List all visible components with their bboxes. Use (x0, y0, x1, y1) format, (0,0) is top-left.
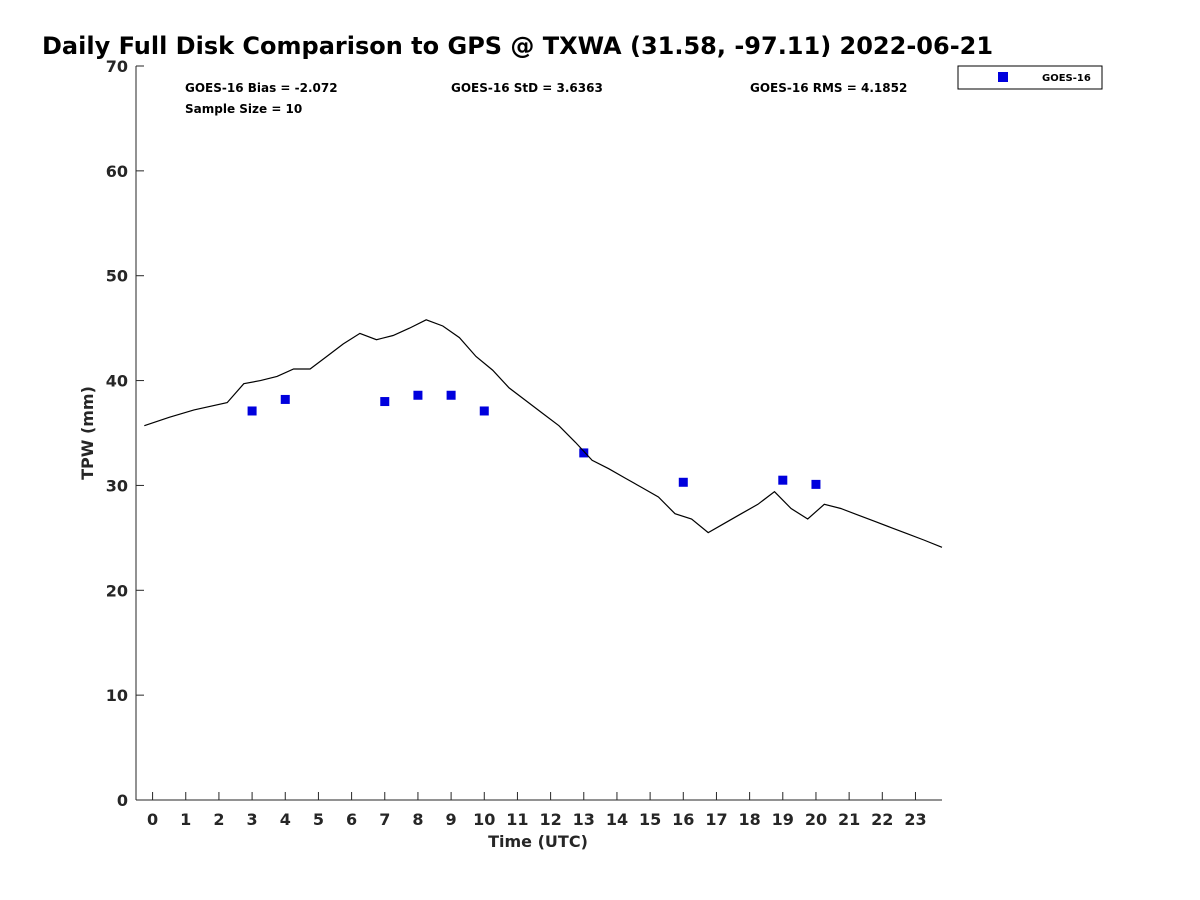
goes16-point (811, 479, 821, 489)
sample-size-stat: Sample Size = 10 (185, 102, 302, 116)
legend-box (957, 65, 1103, 90)
bias-stat: GOES-16 Bias = -2.072 (185, 81, 338, 95)
x-tick-label: 22 (871, 810, 893, 829)
chart-title: Daily Full Disk Comparison to GPS @ TXWA… (42, 32, 993, 60)
y-ticks: 0 10 20 30 40 50 60 70 (106, 57, 144, 810)
x-tick-label: 19 (772, 810, 794, 829)
rms-stat: GOES-16 RMS = 4.1852 (750, 81, 907, 95)
legend-marker-goes16 (998, 72, 1008, 82)
x-tick-label: 0 (147, 810, 158, 829)
goes16-point (247, 406, 257, 416)
goes16-point (280, 394, 290, 404)
x-tick-label: 7 (379, 810, 390, 829)
goes16-point (579, 448, 589, 458)
x-tick-label: 23 (904, 810, 926, 829)
gps-tpw-line (144, 319, 943, 548)
std-stat: GOES-16 StD = 3.6363 (451, 81, 603, 95)
x-tick-label: 14 (606, 810, 628, 829)
x-ticks: 0 1 2 3 4 5 6 7 8 9 10 11 12 13 14 15 16 17 18 19 20 21 22 23 (147, 792, 927, 829)
y-axis-label: TPW (mm) (78, 386, 97, 480)
x-tick-label: 20 (805, 810, 827, 829)
y-tick-label: 30 (106, 476, 128, 495)
legend: GOES-16 (957, 65, 1103, 90)
legend-label-goes16: GOES-16 (1042, 73, 1091, 84)
x-tick-label: 5 (313, 810, 324, 829)
x-tick-label: 12 (539, 810, 561, 829)
axes (135, 66, 942, 801)
y-tick-label: 0 (117, 791, 128, 810)
x-tick-label: 4 (280, 810, 291, 829)
x-tick-label: 15 (639, 810, 661, 829)
x-tick-label: 9 (446, 810, 457, 829)
x-tick-label: 18 (738, 810, 760, 829)
goes16-point (479, 406, 489, 416)
goes16-point (778, 475, 788, 485)
goes16-point (380, 397, 390, 407)
x-tick-label: 1 (180, 810, 191, 829)
x-tick-label: 6 (346, 810, 357, 829)
series-layer (144, 319, 943, 548)
x-axis-label: Time (UTC) (488, 832, 588, 851)
y-tick-label: 40 (106, 372, 128, 391)
x-tick-label: 11 (506, 810, 528, 829)
goes16-point (413, 390, 423, 400)
y-tick-label: 60 (106, 162, 128, 181)
goes16-point (446, 390, 456, 400)
y-tick-label: 10 (106, 686, 128, 705)
x-tick-label: 8 (412, 810, 423, 829)
x-tick-label: 13 (573, 810, 595, 829)
x-tick-label: 2 (213, 810, 224, 829)
x-tick-label: 21 (838, 810, 860, 829)
y-tick-label: 70 (106, 57, 128, 76)
x-tick-label: 10 (473, 810, 495, 829)
x-tick-label: 17 (705, 810, 727, 829)
y-tick-label: 50 (106, 267, 128, 286)
y-tick-label: 20 (106, 581, 128, 600)
x-tick-label: 3 (247, 810, 258, 829)
goes16-point (678, 477, 688, 487)
x-tick-label: 16 (672, 810, 694, 829)
